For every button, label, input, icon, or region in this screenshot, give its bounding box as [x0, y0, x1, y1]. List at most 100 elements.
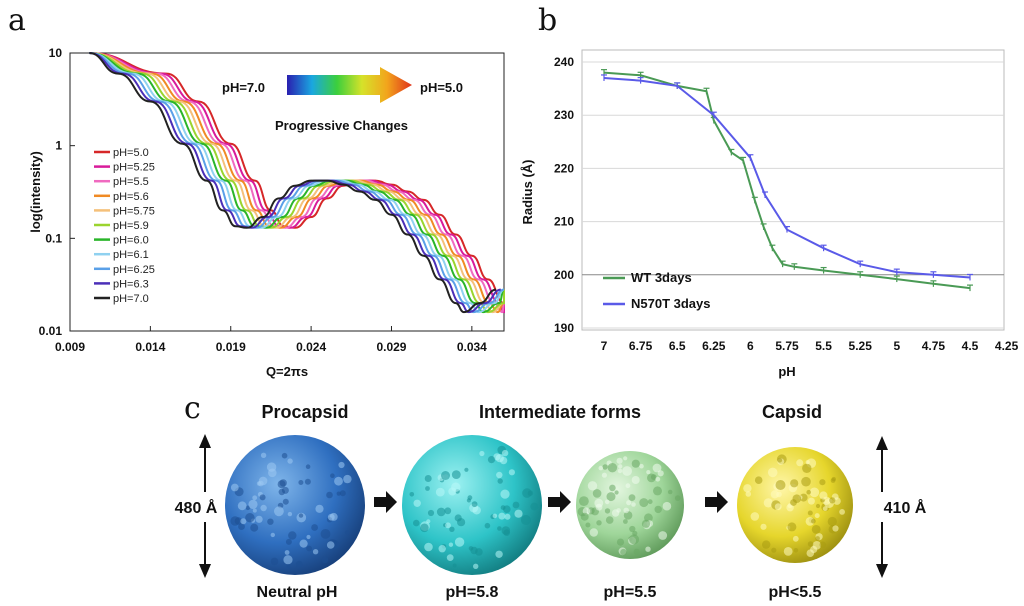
legend-entry: pH=6.0: [113, 235, 149, 247]
surface-bump: [472, 506, 481, 515]
surface-bump: [617, 468, 623, 474]
surface-bump: [448, 542, 454, 547]
surface-bump: [527, 490, 534, 496]
surface-bump: [471, 501, 478, 508]
surface-bump: [631, 502, 636, 507]
surface-bump: [487, 456, 496, 464]
surface-bump: [446, 554, 454, 561]
surface-bump: [606, 492, 616, 502]
surface-bump: [267, 518, 274, 525]
surface-bump: [508, 469, 515, 476]
x-tick-label: 4.5: [962, 339, 979, 353]
arrow-down-icon: [199, 564, 211, 578]
surface-bump: [320, 529, 331, 539]
arrow-right-icon: [374, 491, 397, 513]
surface-bump: [284, 550, 290, 555]
y-tick-label: 1: [55, 139, 62, 153]
annotation-left: pH=7.0: [222, 80, 265, 95]
surface-bump: [343, 474, 352, 484]
surface-bump: [814, 513, 820, 519]
surface-bump: [832, 525, 839, 532]
x-tick-label: 0.034: [457, 340, 487, 354]
surface-bump: [299, 539, 308, 548]
surface-bump: [427, 509, 435, 517]
surface-bump: [639, 498, 649, 508]
title-capsid: Capsid: [762, 402, 822, 422]
surface-bump: [815, 536, 820, 541]
surface-bump: [248, 499, 258, 509]
surface-bump: [790, 479, 799, 488]
surface-bump: [425, 486, 430, 491]
surface-bump: [628, 494, 636, 501]
x-tick-label: 5: [893, 339, 900, 353]
x-tick-label: 6.75: [629, 339, 653, 353]
surface-bump: [496, 471, 503, 479]
surface-bump: [441, 471, 450, 480]
legend-entry: pH=5.25: [113, 162, 155, 174]
annotation-caption: Progressive Changes: [275, 118, 408, 133]
chart-b-y-axis-label: Radius (Å): [520, 160, 535, 225]
y-tick-label: 230: [554, 108, 574, 122]
surface-bump: [512, 501, 520, 509]
surface-bump: [468, 546, 474, 551]
surface-bump: [495, 454, 504, 463]
surface-bump: [326, 491, 333, 499]
surface-bump: [237, 501, 247, 511]
legend-entry: pH=6.25: [113, 264, 155, 276]
surface-bump: [811, 518, 816, 524]
surface-bump: [641, 519, 651, 528]
surface-bump: [754, 476, 763, 485]
surface-bump: [589, 528, 598, 537]
surface-bump: [806, 489, 811, 495]
surface-bump: [424, 475, 432, 482]
surface-bump: [767, 467, 778, 478]
surface-bump: [645, 546, 651, 552]
surface-bump: [623, 507, 629, 514]
surface-bump: [579, 496, 589, 506]
surface-bump: [580, 512, 589, 521]
annotation-right: pH=5.0: [420, 80, 463, 95]
series-line: [89, 52, 497, 314]
surface-bump: [774, 503, 782, 511]
surface-bump: [783, 547, 793, 556]
surface-bump: [623, 519, 628, 524]
surface-bump: [283, 555, 293, 565]
arrow-down-icon: [876, 564, 888, 578]
surface-bump: [435, 487, 445, 497]
surface-bump: [454, 537, 465, 547]
arrow-up-icon: [199, 434, 211, 448]
surface-bump: [285, 538, 292, 545]
surface-bump: [438, 545, 446, 553]
surface-bump: [345, 530, 350, 535]
surface-bump: [311, 524, 318, 531]
surface-bump: [277, 480, 286, 489]
legend-entry: WT 3days: [631, 270, 692, 285]
chart-a: 0.009 0.014 0.019 0.024 0.029 0.034 10 1 0.1 0.01…: [28, 46, 505, 379]
surface-bump: [667, 489, 673, 495]
surface-bump: [674, 495, 681, 501]
surface-bump: [604, 508, 611, 514]
surface-bump: [827, 516, 837, 527]
surface-bump: [245, 513, 255, 523]
surface-bump: [252, 495, 258, 501]
surface-bump: [647, 499, 653, 505]
surface-bump: [609, 484, 616, 492]
surface-bump: [424, 542, 433, 552]
surface-bump: [420, 523, 429, 533]
surface-bump: [306, 545, 312, 552]
surface-bump: [479, 450, 485, 457]
y-tick-label: 190: [554, 321, 574, 335]
label-neutral-ph: Neutral pH: [257, 584, 338, 601]
surface-bump: [281, 452, 288, 459]
y-tick-label: 220: [554, 161, 574, 175]
surface-bump: [449, 526, 455, 532]
surface-bump: [270, 557, 279, 566]
surface-bump: [306, 534, 311, 540]
legend-entry: pH=7.0: [113, 293, 149, 305]
surface-bump: [514, 509, 523, 518]
surface-bump: [339, 490, 346, 497]
surface-bump: [605, 516, 614, 524]
title-intermediate: Intermediate forms: [479, 402, 641, 422]
left-dimension: 480 Å: [175, 498, 218, 517]
surface-bump: [475, 548, 483, 556]
